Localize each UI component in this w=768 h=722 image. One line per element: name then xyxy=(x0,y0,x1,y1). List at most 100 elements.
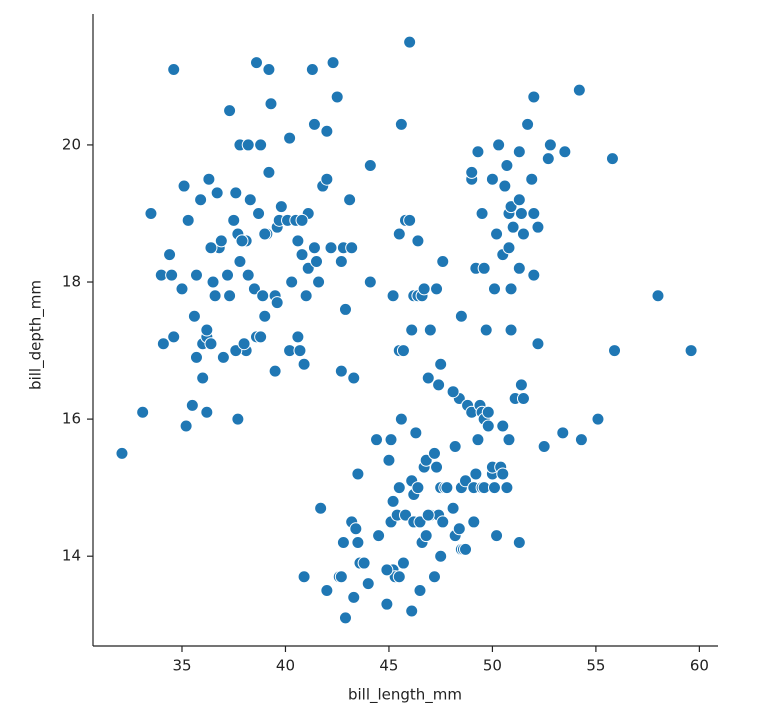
point xyxy=(210,186,224,200)
point xyxy=(411,234,425,248)
point xyxy=(221,268,235,282)
point xyxy=(258,227,272,241)
point xyxy=(249,56,263,70)
point xyxy=(200,405,214,419)
point xyxy=(208,289,222,303)
point xyxy=(324,241,338,255)
point xyxy=(432,378,446,392)
point xyxy=(487,481,501,495)
point xyxy=(310,254,324,268)
point xyxy=(471,145,485,159)
point xyxy=(454,309,468,323)
point xyxy=(295,248,309,262)
point xyxy=(320,172,334,186)
point xyxy=(475,206,489,220)
point xyxy=(396,344,410,358)
point xyxy=(452,522,466,536)
point xyxy=(430,282,444,296)
point xyxy=(504,282,518,296)
point xyxy=(382,453,396,467)
point xyxy=(436,254,450,268)
point xyxy=(351,467,365,481)
point xyxy=(243,193,257,207)
point xyxy=(305,63,319,77)
point xyxy=(363,275,377,289)
point xyxy=(403,213,417,227)
x-tick-label: 40 xyxy=(276,657,295,675)
point xyxy=(446,385,460,399)
point xyxy=(479,323,493,337)
point xyxy=(194,193,208,207)
point xyxy=(258,309,272,323)
point xyxy=(421,371,435,385)
point xyxy=(434,357,448,371)
point xyxy=(498,179,512,193)
point xyxy=(181,213,195,227)
point xyxy=(293,344,307,358)
point xyxy=(446,501,460,515)
point xyxy=(485,172,499,186)
point xyxy=(465,165,479,179)
point xyxy=(202,172,216,186)
point xyxy=(490,529,504,543)
point xyxy=(481,419,495,433)
y-tick-label: 16 xyxy=(62,410,81,428)
point xyxy=(136,405,150,419)
point xyxy=(167,330,181,344)
point xyxy=(380,597,394,611)
point xyxy=(347,590,361,604)
y-tick-label: 18 xyxy=(62,273,81,291)
point xyxy=(419,529,433,543)
point xyxy=(684,344,698,358)
point xyxy=(403,35,417,49)
point xyxy=(392,570,406,584)
point xyxy=(320,583,334,597)
point xyxy=(163,248,177,262)
point xyxy=(363,158,377,172)
point xyxy=(262,165,276,179)
point xyxy=(206,275,220,289)
point xyxy=(440,481,454,495)
point xyxy=(299,289,313,303)
x-tick-label: 55 xyxy=(586,657,605,675)
point xyxy=(605,152,619,166)
point xyxy=(502,433,516,447)
point xyxy=(506,220,520,234)
point xyxy=(500,158,514,172)
point xyxy=(254,138,268,152)
point xyxy=(264,97,278,111)
point xyxy=(326,56,340,70)
point xyxy=(361,577,375,591)
point xyxy=(216,350,230,364)
point xyxy=(301,261,315,275)
point xyxy=(471,433,485,447)
point xyxy=(514,378,528,392)
point xyxy=(334,254,348,268)
point xyxy=(345,241,359,255)
y-tick-label: 20 xyxy=(62,135,81,153)
point xyxy=(427,446,441,460)
point xyxy=(537,440,551,454)
point xyxy=(436,515,450,529)
point xyxy=(196,371,210,385)
point xyxy=(459,542,473,556)
point xyxy=(591,412,605,426)
point xyxy=(283,131,297,145)
point xyxy=(185,398,199,412)
point xyxy=(392,481,406,495)
point xyxy=(380,563,394,577)
point xyxy=(297,570,311,584)
point xyxy=(336,535,350,549)
point xyxy=(405,323,419,337)
point xyxy=(307,117,321,131)
point xyxy=(386,289,400,303)
y-tick-label: 14 xyxy=(62,547,81,565)
point xyxy=(516,227,530,241)
point xyxy=(527,90,541,104)
point xyxy=(204,241,218,255)
point xyxy=(413,583,427,597)
point xyxy=(223,289,237,303)
point xyxy=(241,268,255,282)
point xyxy=(527,206,541,220)
